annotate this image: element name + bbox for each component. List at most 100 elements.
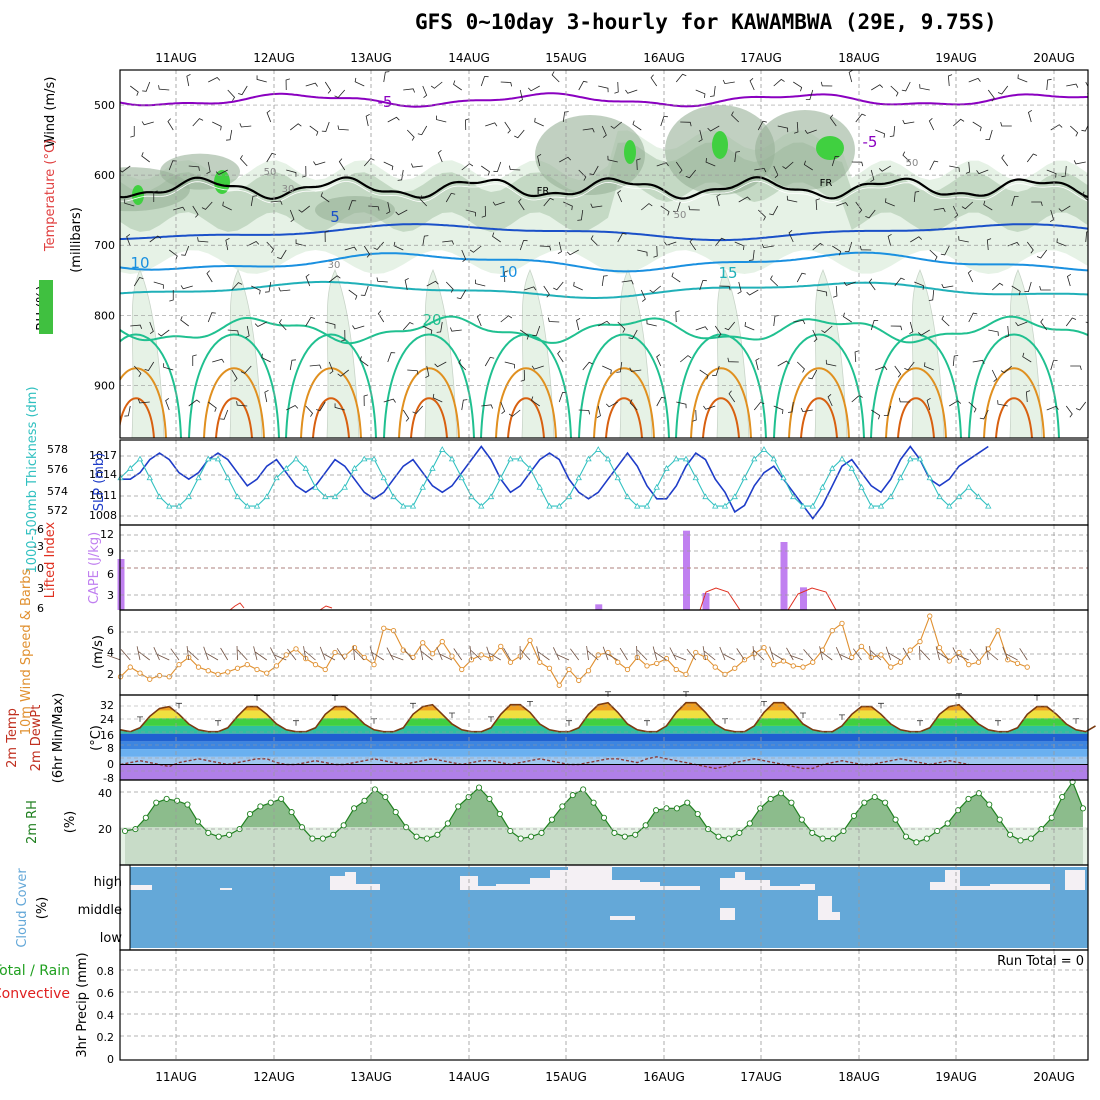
upper-wind-barb [130, 85, 139, 96]
upper-wind-barb [508, 409, 521, 417]
upper-wind-barb [373, 241, 385, 250]
cloud-high-gap [990, 884, 1050, 890]
rh-point [1027, 835, 1034, 842]
upper-wind-barb [770, 275, 779, 287]
label-2m-rh: 2m RH [25, 800, 40, 844]
cloud-high-gap [478, 886, 496, 890]
upper-wind-barb [577, 209, 584, 221]
thickness-point [497, 474, 504, 481]
upper-wind-barb [940, 245, 950, 256]
wind-speed-point [839, 620, 845, 627]
upper-wind-barb [222, 201, 232, 211]
upper-wind-barb [410, 163, 423, 168]
date-top-17AUG: 17AUG [740, 51, 782, 65]
upper-wind-barb [722, 79, 735, 85]
rh-point [423, 835, 431, 842]
upper-wind-barb [481, 205, 486, 218]
cloud-high-gap [568, 865, 612, 890]
tick-thickness-578: 578 [47, 443, 68, 456]
rh-point [413, 833, 420, 840]
upper-wind-barb [445, 192, 456, 203]
date-top-18AUG: 18AUG [838, 51, 880, 65]
rh-point [725, 835, 733, 842]
label-thickness: 1000-500mb Thickness (dm) [25, 386, 40, 573]
upper-wind-barb [305, 273, 311, 287]
cape-bar [800, 587, 807, 610]
upper-wind-barb [559, 156, 572, 163]
upper-wind-barb [1011, 285, 1021, 296]
rh-point [882, 799, 889, 806]
upper-wind-barb [590, 203, 603, 208]
upper-wind-barb [601, 125, 607, 138]
upper-wind-barb [952, 118, 965, 127]
upper-wind-barb [695, 326, 708, 331]
thickness-point [419, 483, 426, 490]
wind-barb [488, 652, 501, 661]
rh-point [934, 827, 941, 835]
li-segment-4 [787, 587, 837, 611]
upper-wind-barb [699, 369, 709, 380]
cloud-mid-gap [818, 896, 832, 920]
upper-wind-barb [582, 361, 593, 371]
minmax-whisker [995, 720, 1001, 726]
cloud-high-gap [612, 880, 640, 890]
rh-point [246, 810, 254, 818]
upper-wind-barb [461, 163, 474, 171]
wind-barb [421, 651, 433, 661]
upper-wind-barb [363, 158, 375, 167]
upper-wind-barb [226, 129, 233, 141]
upper-wind-barb [1073, 160, 1086, 165]
wind-speed-point [400, 647, 406, 653]
upper-wind-barb [870, 319, 879, 331]
minmax-whisker [683, 691, 689, 697]
contour-20-lobe-0 [120, 333, 182, 438]
thickness-point [175, 502, 183, 509]
tick-thickness-574: 574 [47, 485, 68, 498]
tick-li-3: 3 [37, 582, 44, 595]
wind-barb [390, 654, 404, 661]
upper-wind-barb [1026, 241, 1034, 254]
minmax-whisker [644, 720, 650, 726]
date-bottom-19AUG: 19AUG [935, 1070, 977, 1084]
upper-wind-barb [500, 401, 506, 415]
minmax-whisker [410, 702, 416, 709]
thickness-point [312, 483, 319, 490]
wind-barb [702, 646, 706, 661]
wind-barb [253, 646, 258, 661]
wind-speed-point [771, 661, 777, 668]
upper-wind-barb [1075, 401, 1087, 411]
upper-wind-barb [192, 118, 204, 127]
upper-wind-barb [519, 240, 528, 251]
wind-speed-point [722, 671, 728, 678]
upper-wind-barb [833, 285, 838, 298]
temp-band-6 [120, 718, 1088, 726]
upper-wind-barb [309, 364, 322, 369]
upper-wind-barb [688, 205, 700, 211]
wind-barb [587, 650, 599, 661]
rh-plume-9 [1009, 268, 1043, 438]
upper-wind-barb [617, 321, 626, 333]
rh-point [351, 805, 358, 812]
upper-wind-barb [387, 116, 400, 123]
upper-wind-barb [1085, 231, 1088, 243]
upper-wind-barb [598, 85, 609, 93]
upper-wind-barb [773, 405, 784, 414]
thickness-point [507, 455, 514, 462]
date-top-16AUG: 16AUG [643, 51, 685, 65]
thickness-point [780, 474, 787, 481]
tick-li--3: -3 [33, 540, 44, 553]
upper-wind-barb [277, 249, 287, 260]
upper-wind-barb [124, 405, 131, 417]
rh-point [1079, 805, 1087, 812]
rh-point [184, 801, 191, 808]
upper-wind-barb [1090, 277, 1100, 282]
wind-speed-point [907, 647, 913, 653]
rh-point [986, 801, 993, 808]
upper-wind-barb [929, 249, 938, 261]
upper-wind-barb [534, 117, 544, 127]
panel-frame-upper [119, 69, 1089, 439]
contour-hot-lobe-1 [215, 397, 253, 438]
thickness-point [595, 446, 602, 452]
cloud-high-gap [1065, 870, 1085, 890]
rh-point [902, 833, 910, 840]
